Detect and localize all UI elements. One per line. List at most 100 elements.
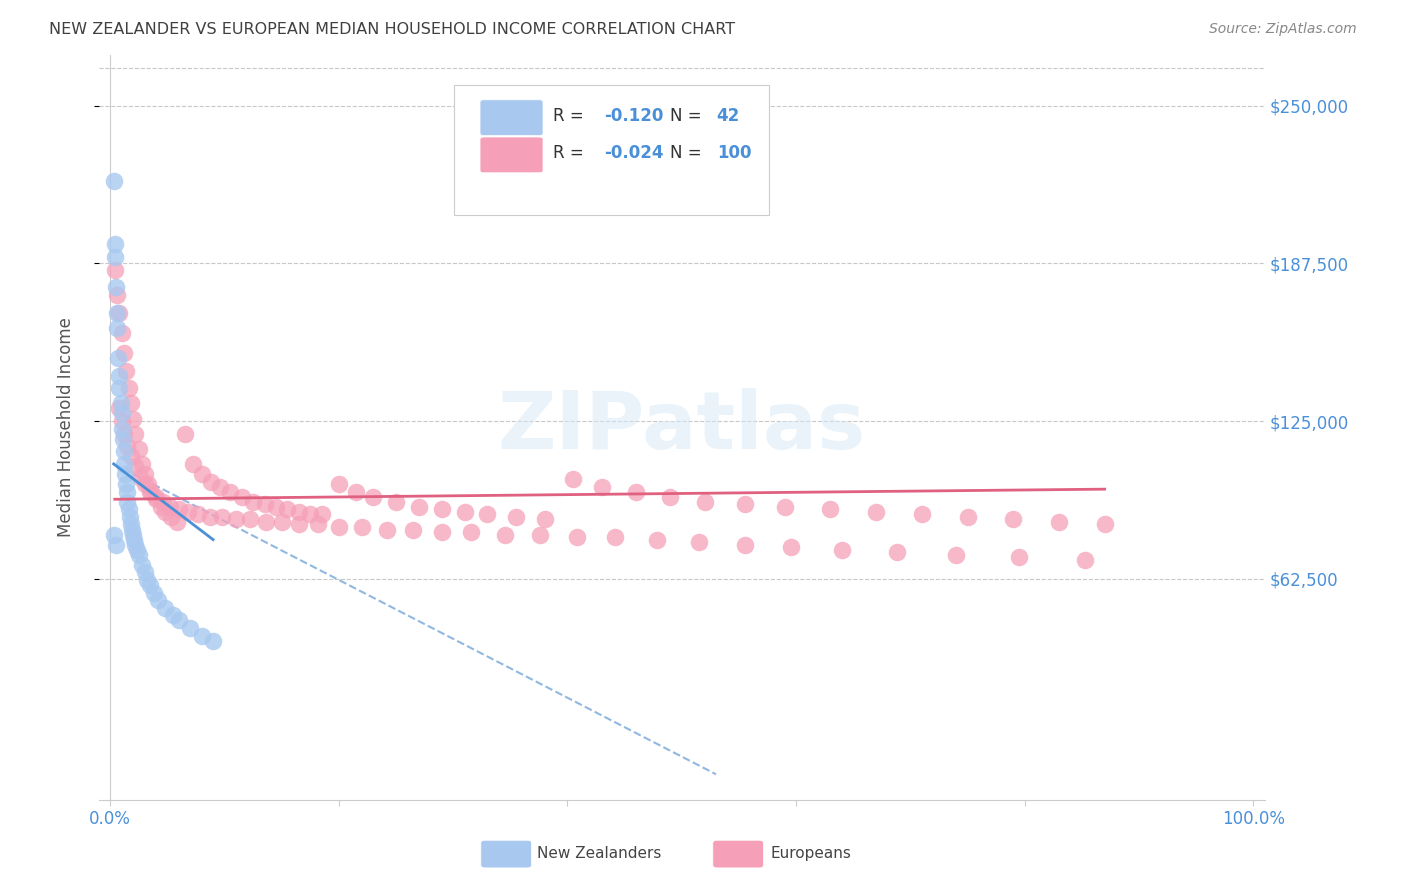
Point [122,533,145,547]
Point [886,545,908,559]
Text: New Zealanders: New Zealanders [537,847,661,861]
Point [104,250,127,264]
Point [402,523,425,537]
Point [179,621,201,635]
Point [460,524,482,539]
Point [120,450,142,464]
Point [408,500,430,514]
Point [344,484,367,499]
Point [190,467,212,481]
Point [145,490,167,504]
Point [115,477,138,491]
FancyBboxPatch shape [479,137,543,173]
Point [112,457,135,471]
Point [831,542,853,557]
Point [659,490,682,504]
Point [136,477,159,491]
Point [173,426,195,441]
Point [103,527,125,541]
Text: 100: 100 [717,145,751,162]
Point [865,505,887,519]
Point [288,517,311,532]
Point [328,477,350,491]
Point [219,484,242,499]
Point [122,527,145,541]
Point [311,508,333,522]
Point [104,280,127,294]
Point [142,585,165,599]
Point [128,442,150,456]
Point [565,530,588,544]
Point [167,502,190,516]
Point [134,566,156,580]
Point [494,527,516,541]
Point [117,381,139,395]
Point [911,508,934,522]
Text: N =: N = [671,107,707,125]
Point [239,512,262,526]
Text: Europeans: Europeans [770,847,852,861]
Text: -0.120: -0.120 [603,107,664,125]
Point [145,492,167,507]
Point [242,495,264,509]
Point [645,533,668,547]
Point [139,578,162,592]
Point [111,414,134,428]
Point [187,508,209,522]
Point [117,484,139,499]
Point [112,444,135,458]
Point [190,628,212,642]
Point [107,351,129,365]
Point [111,432,134,446]
Point [1008,550,1031,565]
Point [117,502,139,516]
Point [124,538,146,552]
Point [270,515,292,529]
Point [152,495,174,509]
Text: Source: ZipAtlas.com: Source: ZipAtlas.com [1209,22,1357,37]
Point [117,495,139,509]
Point [734,497,756,511]
Point [734,538,756,552]
Point [780,540,803,554]
Point [139,484,162,499]
Point [773,500,796,514]
Text: N =: N = [671,145,707,162]
Point [134,467,156,481]
Point [820,502,842,516]
Point [141,484,163,499]
Point [529,527,551,541]
Point [114,467,136,481]
Point [328,520,350,534]
Point [159,509,181,524]
Point [208,480,231,494]
Point [307,517,329,532]
Point [134,477,156,491]
Point [115,363,138,377]
Point [299,508,322,522]
Point [167,613,190,627]
Point [108,305,131,319]
Point [108,368,131,383]
Point [131,558,153,572]
Point [135,573,157,587]
Point [562,472,585,486]
Text: R =: R = [554,145,589,162]
Point [108,401,131,416]
Point [153,600,176,615]
FancyBboxPatch shape [454,85,769,215]
Point [118,509,141,524]
Point [159,500,181,514]
Point [945,548,967,562]
Text: 42: 42 [717,107,740,125]
Point [112,346,135,360]
Point [385,495,408,509]
Point [375,523,398,537]
Point [148,593,170,607]
Point [211,509,233,524]
Point [231,490,253,504]
Point [1094,517,1116,532]
Point [605,530,627,544]
Point [624,484,647,499]
Point [477,508,499,522]
